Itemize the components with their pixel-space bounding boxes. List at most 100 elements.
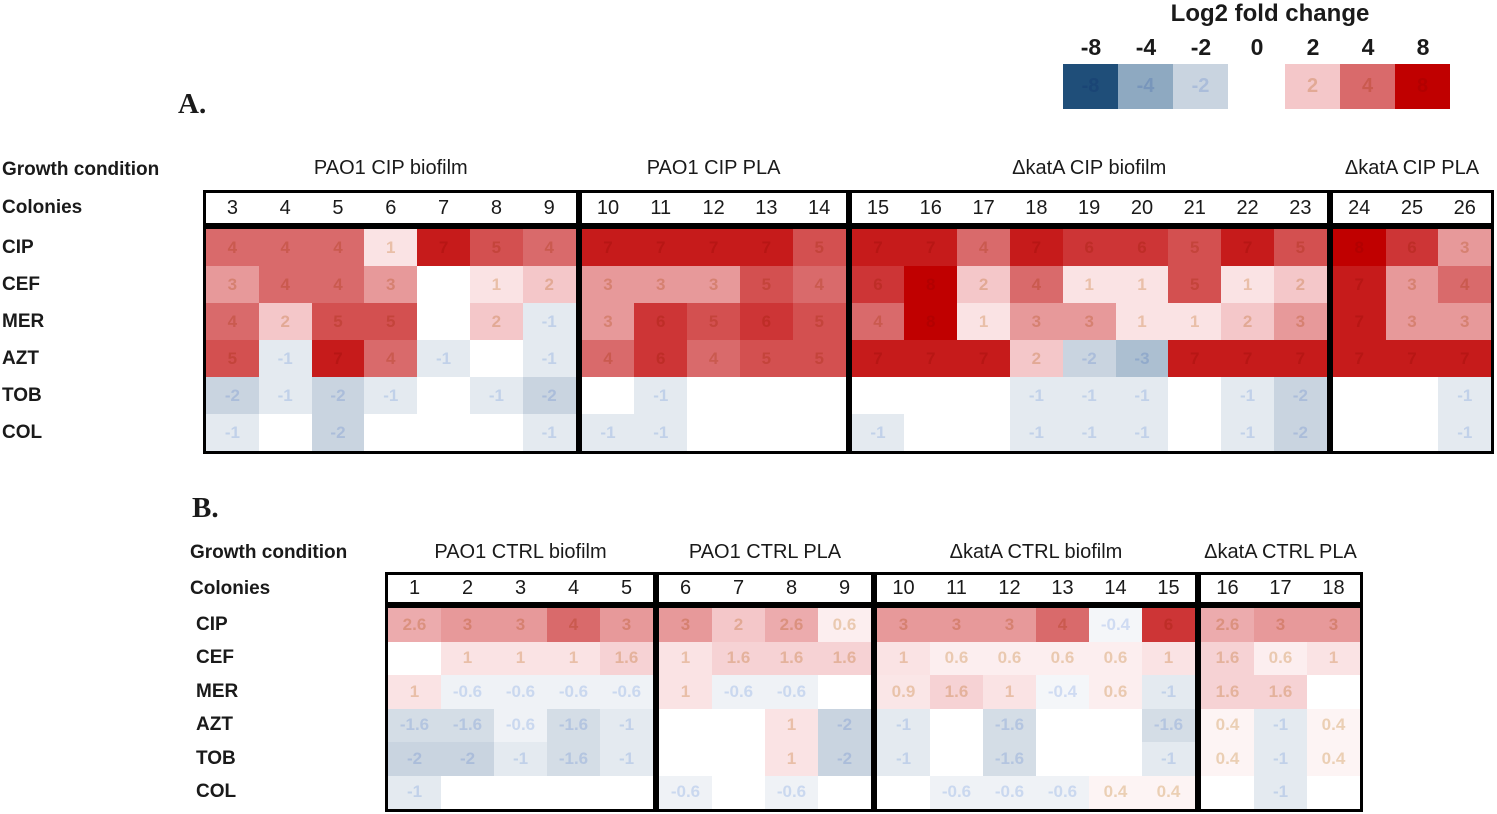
heatmap-group: 2.6 3 3 1.6 0.6 1 1.6 1.6 0.4 -1 0.4 0.4 -1 0.4 -1 bbox=[1198, 605, 1363, 812]
heatmap-cell: 6 bbox=[634, 303, 688, 340]
heatmap-cell: 1 bbox=[957, 303, 1010, 340]
heatmap-cell: 7 bbox=[1332, 266, 1386, 303]
heatmap-cell: 4 bbox=[1009, 266, 1063, 303]
heatmap-cell: -1.6 bbox=[441, 708, 494, 742]
heatmap-cell: 7 bbox=[851, 229, 905, 266]
heatmap-cell: 1.6 bbox=[712, 641, 765, 675]
heatmap-cell: -1 bbox=[581, 414, 635, 451]
heatmap-cell bbox=[1036, 708, 1089, 742]
heatmap-cell bbox=[417, 414, 470, 451]
group-title: PAO1 CTRL PLA bbox=[688, 541, 842, 563]
group-title: ΔkatA CIP PLA bbox=[1344, 157, 1480, 179]
legend-swatch-negative: -2 bbox=[1173, 64, 1228, 109]
heatmap-cell: 1 bbox=[765, 742, 818, 776]
legend-swatch-positive: 4 bbox=[1340, 64, 1395, 109]
heatmap-cell bbox=[712, 708, 765, 742]
heatmap-cell: -1 bbox=[1115, 377, 1169, 414]
heatmap-cell: 3 bbox=[1307, 608, 1360, 642]
heatmap-cell: -1.6 bbox=[983, 742, 1036, 776]
heatmap-cell: -0.6 bbox=[765, 775, 818, 809]
heatmap-cell: 1.6 bbox=[1254, 675, 1307, 709]
heatmap-cell: 5 bbox=[687, 303, 740, 340]
heatmap-cell: -1 bbox=[1115, 414, 1169, 451]
group-title: ΔkatA CIP biofilm bbox=[1012, 157, 1167, 179]
heatmap-cell bbox=[1036, 742, 1089, 776]
heatmap-cell: -1 bbox=[494, 742, 547, 776]
heatmap-cell: 0.4 bbox=[1307, 742, 1360, 776]
colony-header: 9 bbox=[838, 577, 851, 599]
heatmap-cell: 3 bbox=[634, 266, 688, 303]
heatmap-cell: -1 bbox=[206, 414, 259, 451]
heatmap-cell: 3 bbox=[687, 266, 740, 303]
heatmap-cell bbox=[1307, 675, 1360, 709]
heatmap-group: 7 7 7 7 5 3 3 3 5 4 3 6 5 6 5 4 6 4 5 5 -1 -1 -1 bbox=[578, 226, 849, 454]
heatmap-cell bbox=[1385, 414, 1439, 451]
heatmap-cell: 4 bbox=[1036, 608, 1089, 642]
heatmap-cell: 6 bbox=[1385, 229, 1439, 266]
heatmap-cell: -2 bbox=[1273, 414, 1327, 451]
heatmap-cell: 0.4 bbox=[1142, 775, 1195, 809]
heatmap-cell: -1 bbox=[522, 414, 576, 451]
heatmap-cell: 5 bbox=[1273, 229, 1327, 266]
heatmap-cell: -0.6 bbox=[659, 775, 712, 809]
heatmap-group: 8 6 3 7 3 4 7 3 3 7 7 7 -1 -1 bbox=[1329, 226, 1495, 454]
colony-header: 12 bbox=[702, 196, 725, 219]
heatmap-cell: 4 bbox=[311, 266, 365, 303]
heatmap-cell: -2 bbox=[818, 742, 871, 776]
heatmap-cell: -1 bbox=[877, 742, 930, 776]
heatmap-cell: 1 bbox=[659, 641, 712, 675]
heatmap-cell bbox=[739, 414, 793, 451]
colony-header: 15 bbox=[1157, 577, 1180, 599]
heatmap-cell: 4 bbox=[687, 340, 740, 377]
heatmap-cell: -2 bbox=[1273, 377, 1327, 414]
heatmap-cell: 0.4 bbox=[1201, 708, 1254, 742]
group-title: PAO1 CIP biofilm bbox=[313, 157, 468, 179]
heatmap-cell bbox=[712, 742, 765, 776]
heatmap-cell: 3 bbox=[1062, 303, 1116, 340]
row-label-col: COL bbox=[196, 781, 237, 803]
heatmap-cell: 1.6 bbox=[818, 641, 871, 675]
heatmap-cell bbox=[687, 377, 740, 414]
heatmap-cell: 0.6 bbox=[1254, 641, 1307, 675]
group-title: ΔkatA CTRL PLA bbox=[1204, 541, 1357, 563]
heatmap-cell: 1.6 bbox=[765, 641, 818, 675]
heatmap-cell bbox=[792, 414, 846, 451]
heatmap-cell: 7 bbox=[739, 229, 793, 266]
heatmap-cell: -1 bbox=[522, 340, 576, 377]
colony-header: 17 bbox=[972, 196, 995, 219]
heatmap-cell bbox=[258, 414, 312, 451]
heatmap-cell bbox=[469, 340, 523, 377]
legend-tick-label: 0 bbox=[1250, 34, 1264, 60]
colony-header: 25 bbox=[1400, 196, 1424, 219]
heatmap-cell: 3 bbox=[983, 608, 1036, 642]
heatmap-cell: 7 bbox=[1332, 303, 1386, 340]
heatmap-cell: 3 bbox=[1438, 303, 1492, 340]
heatmap-cell: -1.6 bbox=[388, 708, 441, 742]
heatmap-cell: 7 bbox=[1385, 340, 1439, 377]
heatmap-cell: 0.6 bbox=[1089, 675, 1142, 709]
colony-header: 13 bbox=[1051, 577, 1074, 599]
heatmap-cell bbox=[1168, 377, 1222, 414]
heatmap-cell: 4 bbox=[957, 229, 1010, 266]
heatmap-cell: 5 bbox=[792, 229, 846, 266]
heatmap-cell: -0.6 bbox=[494, 708, 547, 742]
heatmap-cell bbox=[659, 742, 712, 776]
heatmap-cell: 3 bbox=[877, 608, 930, 642]
heatmap-cell: 5 bbox=[1168, 229, 1222, 266]
heatmap-cell: -0.6 bbox=[600, 675, 653, 709]
heatmap-cell: 0.6 bbox=[930, 641, 983, 675]
heatmap-cell: 1 bbox=[1142, 641, 1195, 675]
heatmap-cell: 2 bbox=[712, 608, 765, 642]
row-label-cip: CIP bbox=[2, 236, 34, 258]
heatmap-cell: -0.6 bbox=[1036, 775, 1089, 809]
panel-b-colonies-label: Colonies bbox=[190, 578, 271, 599]
heatmap-cell: 1 bbox=[983, 675, 1036, 709]
heatmap-cell bbox=[417, 303, 470, 340]
heatmap-group: 4 4 4 1 7 5 4 3 4 4 3 1 2 4 2 5 5 2 -1 5 -1 7 4 -1 -1 -2 -1 -2 -1 -1-… bbox=[203, 226, 579, 454]
heatmap-cell: -1 bbox=[1009, 414, 1063, 451]
heatmap-cell: 7 bbox=[1332, 340, 1386, 377]
heatmap-cell bbox=[1201, 775, 1254, 809]
heatmap-cell: -1 bbox=[469, 377, 523, 414]
heatmap-cell: -1 bbox=[1254, 775, 1307, 809]
heatmap-cell: 4 bbox=[258, 266, 312, 303]
